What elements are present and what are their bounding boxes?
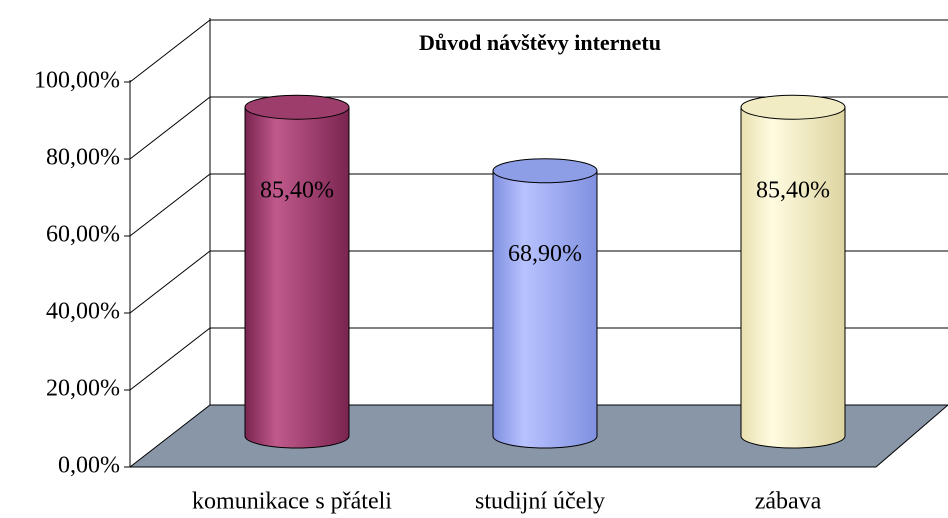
x-tick-label: komunikace s přáteli (192, 489, 392, 515)
y-tick-label: 80,00% (46, 145, 120, 171)
chart-title: Důvod návštěvy internetu (419, 30, 661, 55)
x-tick-label: studijní účely (475, 489, 605, 515)
grid-line (129, 250, 948, 314)
y-tick-label: 100,00% (34, 68, 120, 94)
x-tick-label: zábava (755, 489, 822, 515)
grid-line (129, 327, 948, 391)
cylinder-top (740, 94, 846, 120)
y-tick-label: 20,00% (46, 376, 120, 402)
value-label: 68,90% (508, 241, 582, 267)
grid-line (129, 173, 948, 237)
y-tick-label: 0,00% (58, 453, 120, 479)
cylinder (740, 106, 846, 449)
value-label: 85,40% (756, 178, 830, 204)
cylinder-top (492, 158, 598, 184)
cylinder-top (244, 94, 350, 120)
y-tick-label: 60,00% (46, 222, 120, 248)
grid-line (129, 96, 948, 160)
grid-line (129, 19, 948, 83)
cylinder (492, 170, 598, 449)
value-label: 85,40% (260, 178, 334, 204)
y-tick-label: 40,00% (46, 299, 120, 325)
cylinder (244, 106, 350, 449)
